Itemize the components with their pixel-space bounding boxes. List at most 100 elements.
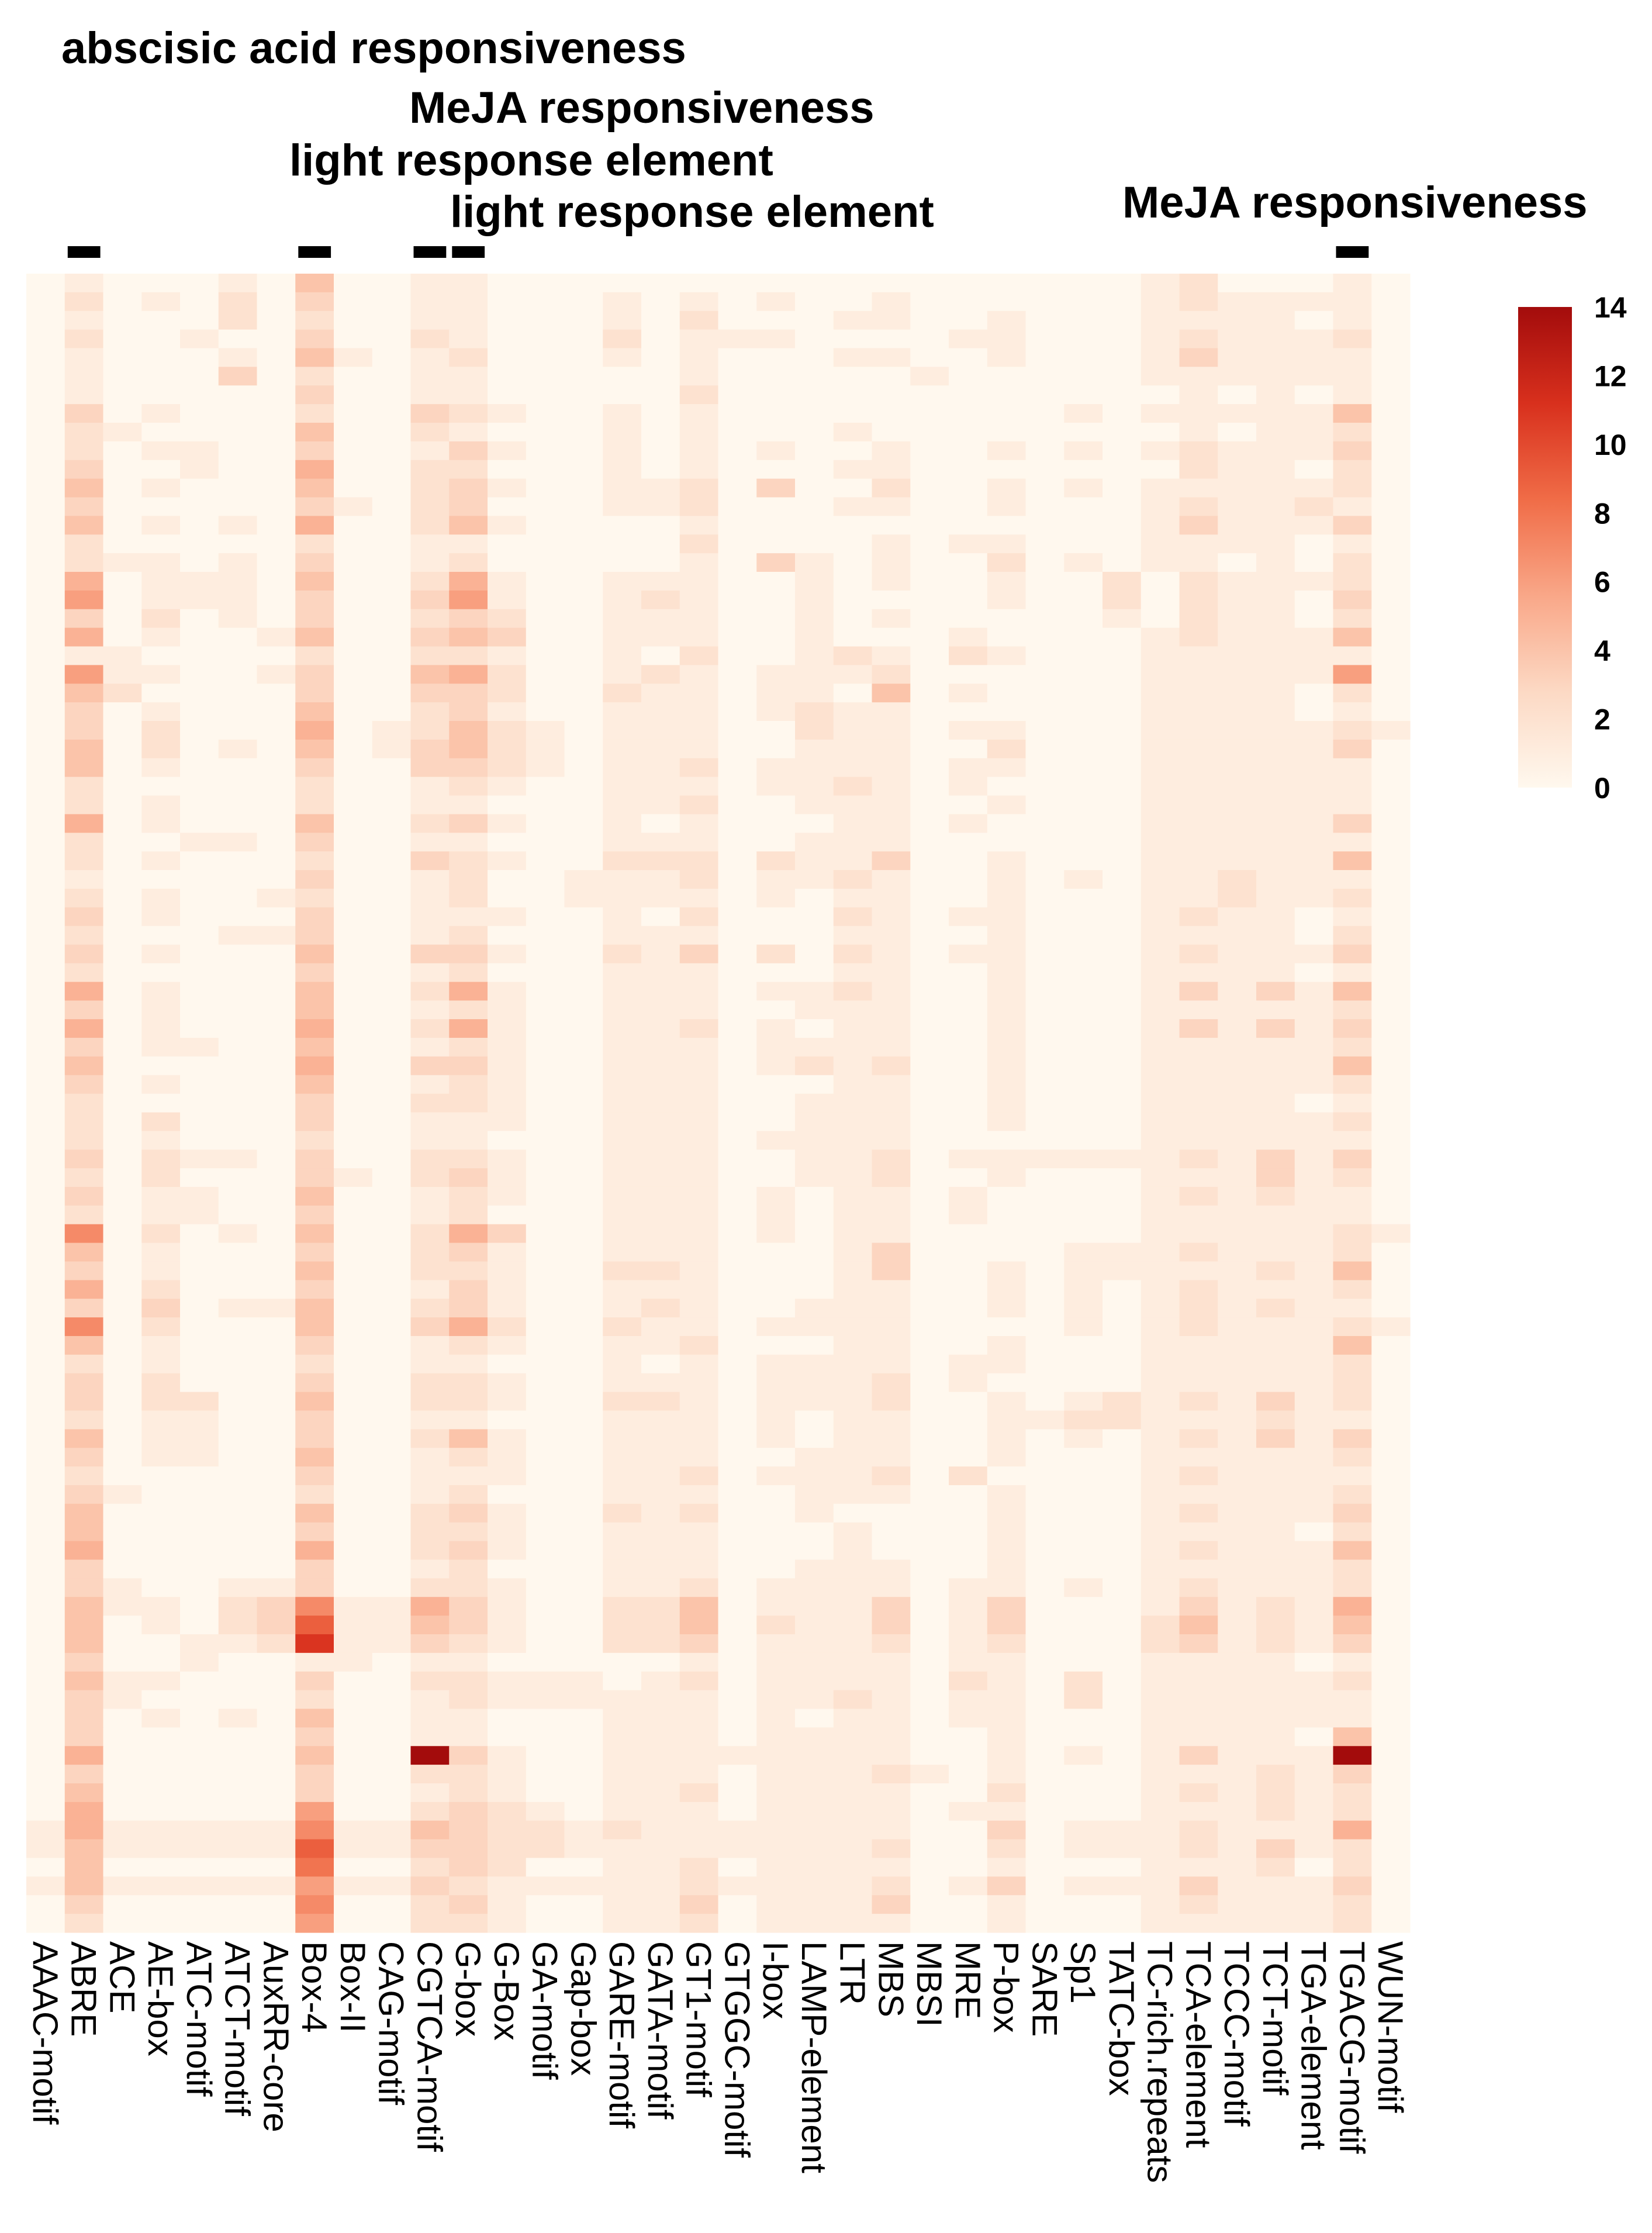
heatmap-cell xyxy=(833,478,873,498)
heatmap-cell xyxy=(526,702,565,722)
heatmap-cell xyxy=(564,441,603,461)
heatmap-cell xyxy=(257,1261,296,1281)
heatmap-cell xyxy=(679,907,719,927)
heatmap-cell xyxy=(372,553,412,572)
heatmap-cell xyxy=(1256,1578,1295,1597)
heatmap-cell xyxy=(718,963,757,982)
heatmap-cell xyxy=(564,1186,603,1206)
heatmap-cell xyxy=(1064,1448,1103,1467)
heatmap-cell xyxy=(488,1876,527,1896)
heatmap-cell xyxy=(987,1280,1027,1299)
heatmap-cell xyxy=(526,1690,565,1710)
heatmap-cell xyxy=(1371,1093,1411,1113)
heatmap-cell xyxy=(449,1093,488,1113)
heatmap-cell xyxy=(1333,1168,1372,1188)
heatmap-cell xyxy=(372,833,412,852)
heatmap-cell xyxy=(718,702,757,722)
heatmap-cell xyxy=(564,534,603,554)
heatmap-cell xyxy=(641,739,680,759)
column-label: MBS xyxy=(871,1941,910,2017)
heatmap-cell xyxy=(1025,1093,1065,1113)
heatmap-cell xyxy=(756,1000,796,1020)
heatmap-cell xyxy=(257,1354,296,1374)
heatmap-cell xyxy=(564,1578,603,1597)
heatmap-cell xyxy=(449,944,488,964)
heatmap-cell xyxy=(1064,1299,1103,1318)
heatmap-cell xyxy=(180,534,219,554)
heatmap-cell xyxy=(1179,292,1218,312)
heatmap-cell xyxy=(1371,367,1411,386)
heatmap-cell xyxy=(641,1112,680,1131)
heatmap-cell xyxy=(679,1914,719,1933)
heatmap-cell xyxy=(1179,1131,1218,1150)
heatmap-cell xyxy=(756,460,796,479)
heatmap-cell xyxy=(141,1876,181,1896)
heatmap-cell xyxy=(564,1895,603,1914)
heatmap-cell xyxy=(603,1559,642,1579)
heatmap-cell xyxy=(64,1037,104,1057)
heatmap-cell xyxy=(1256,1150,1295,1169)
heatmap-cell xyxy=(833,590,873,610)
heatmap-cell xyxy=(218,721,258,740)
heatmap-cell xyxy=(603,1261,642,1281)
heatmap-cell xyxy=(603,1634,642,1654)
heatmap-cell xyxy=(872,1634,911,1654)
heatmap-cell xyxy=(141,1914,181,1933)
heatmap-cell xyxy=(410,441,450,461)
heatmap-cell xyxy=(526,497,565,516)
heatmap-cell xyxy=(526,1075,565,1095)
heatmap-cell xyxy=(1294,982,1334,1001)
heatmap-cell xyxy=(180,1783,219,1803)
heatmap-cell xyxy=(1179,1168,1218,1188)
heatmap-cell xyxy=(334,907,373,927)
heatmap-cell xyxy=(218,329,258,349)
heatmap-cell xyxy=(103,1243,142,1262)
heatmap-cell xyxy=(488,1616,527,1635)
heatmap-cell xyxy=(1218,1354,1257,1374)
heatmap-cell xyxy=(679,1671,719,1691)
heatmap-cell xyxy=(1064,497,1103,516)
heatmap-cell xyxy=(795,814,834,833)
heatmap-cell xyxy=(1179,590,1218,610)
heatmap-cell xyxy=(64,833,104,852)
heatmap-cell xyxy=(488,944,527,964)
heatmap-cell xyxy=(1179,1317,1218,1337)
heatmap-cell xyxy=(1333,1150,1372,1169)
heatmap-cell xyxy=(987,1354,1027,1374)
heatmap-cell xyxy=(1333,1243,1372,1262)
heatmap-cell xyxy=(1140,1801,1180,1821)
heatmap-cell xyxy=(295,292,334,312)
column-label: LAMP-element xyxy=(794,1941,834,2173)
heatmap-cell xyxy=(1025,1335,1065,1355)
heatmap-cell xyxy=(833,944,873,964)
heatmap-cell xyxy=(180,553,219,572)
heatmap-cell xyxy=(795,1410,834,1430)
heatmap-cell xyxy=(679,441,719,461)
heatmap-cell xyxy=(218,367,258,386)
heatmap-cell xyxy=(949,870,988,889)
heatmap-cell xyxy=(372,665,412,684)
heatmap-cell xyxy=(26,1448,65,1467)
heatmap-cell xyxy=(910,1858,949,1877)
heatmap-cell xyxy=(1064,1261,1103,1281)
heatmap-cell xyxy=(872,833,911,852)
legend-tick-label: 4 xyxy=(1594,634,1610,667)
heatmap-cell xyxy=(257,1503,296,1523)
heatmap-cell xyxy=(488,1597,527,1616)
heatmap-cell xyxy=(1025,627,1065,647)
heatmap-cell xyxy=(833,1168,873,1188)
heatmap-cell xyxy=(410,385,450,405)
heatmap-cell xyxy=(1025,982,1065,1001)
heatmap-cell xyxy=(372,739,412,759)
heatmap-cell xyxy=(756,1559,796,1579)
heatmap-cell xyxy=(641,851,680,871)
heatmap-cell xyxy=(141,497,181,516)
heatmap-cell xyxy=(1333,1765,1372,1784)
heatmap-cell xyxy=(449,758,488,778)
heatmap-cell xyxy=(295,1541,334,1561)
heatmap-cell xyxy=(1218,274,1257,293)
heatmap-cell xyxy=(833,776,873,796)
heatmap-cell xyxy=(1333,404,1372,423)
heatmap-cell xyxy=(141,1578,181,1597)
heatmap-cell xyxy=(564,329,603,349)
